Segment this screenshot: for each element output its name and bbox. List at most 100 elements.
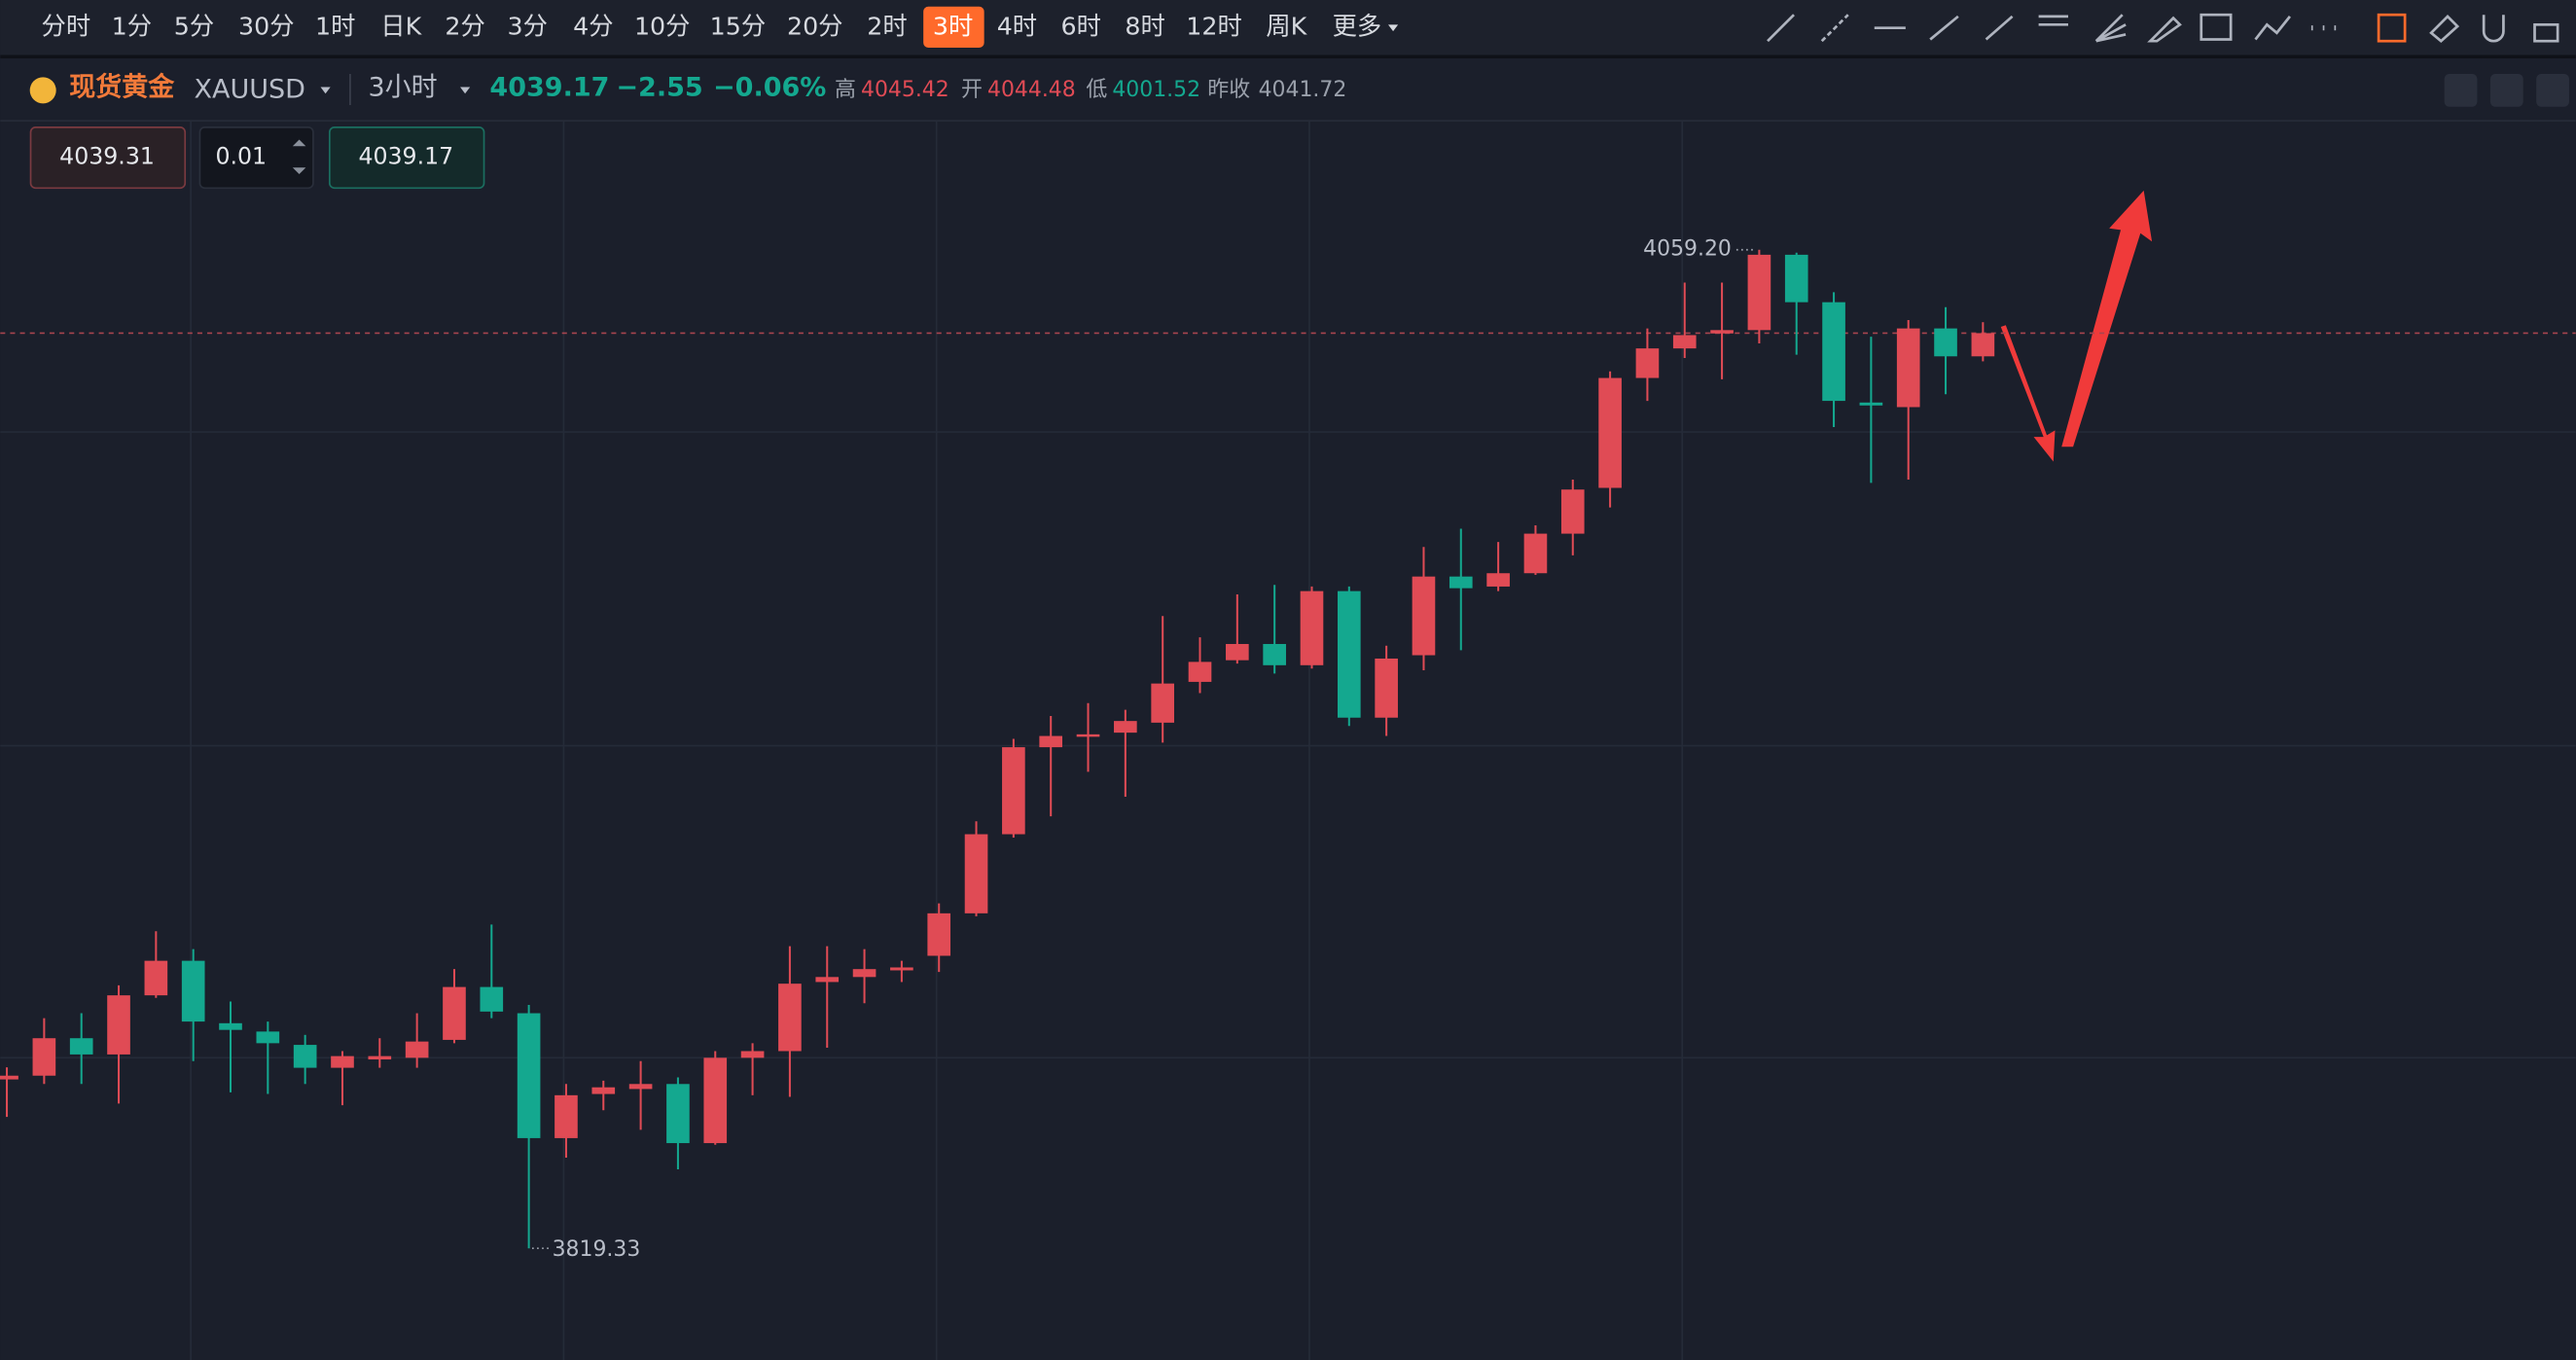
candle-body bbox=[1934, 328, 1957, 357]
interval[interactable]: 15分 bbox=[710, 12, 767, 41]
interval[interactable]: 周K bbox=[1266, 12, 1307, 41]
interval[interactable]: 分时 bbox=[42, 12, 91, 41]
candle-body bbox=[964, 834, 988, 913]
stat-value: 4001.52 bbox=[1112, 78, 1200, 102]
last-price: 4039.17 bbox=[489, 73, 609, 103]
change-pct: −0.06% bbox=[713, 73, 826, 103]
tool-button[interactable] bbox=[2536, 73, 2569, 107]
interval[interactable]: 1时 bbox=[315, 12, 355, 41]
stat-label: 高 bbox=[835, 78, 856, 102]
candle-body bbox=[331, 1056, 354, 1068]
tool-icon[interactable] bbox=[2094, 14, 2127, 43]
interval[interactable]: 日K bbox=[380, 12, 422, 41]
candle-body bbox=[1598, 377, 1622, 488]
symbol-name[interactable]: 现货黄金 bbox=[69, 72, 175, 103]
stat-value: 4044.48 bbox=[987, 78, 1076, 102]
tool-button[interactable] bbox=[2444, 73, 2478, 107]
lots-input[interactable] bbox=[198, 126, 314, 190]
candle-body bbox=[0, 1075, 18, 1080]
tool-icon[interactable] bbox=[1929, 15, 1959, 41]
candle-body bbox=[1226, 643, 1249, 661]
symbol-code[interactable]: XAUUSD bbox=[195, 74, 305, 104]
candle-body bbox=[703, 1057, 728, 1144]
stat-value: 4045.42 bbox=[861, 78, 949, 102]
interval[interactable]: 更多 bbox=[1333, 12, 1382, 41]
tool-icon[interactable] bbox=[1767, 14, 1795, 43]
sell-price[interactable]: 4039.31 bbox=[59, 143, 155, 170]
stat-label: 昨收 bbox=[1207, 78, 1250, 102]
candle-body bbox=[591, 1087, 616, 1094]
drawing-tools[interactable] bbox=[1767, 13, 2569, 107]
interval[interactable]: 8时 bbox=[1125, 12, 1164, 41]
interval[interactable]: 4时 bbox=[997, 12, 1037, 41]
candle-body bbox=[1188, 662, 1212, 682]
candle-body bbox=[256, 1031, 280, 1044]
candle-body bbox=[1896, 328, 1920, 408]
interval[interactable]: 12时 bbox=[1186, 12, 1242, 41]
candle-body bbox=[405, 1041, 429, 1058]
interval[interactable]: 3时 bbox=[933, 12, 973, 41]
candle-body bbox=[480, 986, 504, 1012]
candle-body bbox=[181, 960, 205, 1022]
arrow-down bbox=[2000, 325, 2056, 462]
candle-body bbox=[890, 967, 913, 971]
tool-icon[interactable] bbox=[2200, 13, 2233, 41]
period[interactable]: 3小时 bbox=[368, 73, 437, 103]
sell-button[interactable] bbox=[29, 126, 187, 190]
interval[interactable]: 10分 bbox=[634, 12, 691, 41]
candle-body bbox=[443, 986, 466, 1040]
candle-body bbox=[1337, 591, 1361, 718]
interval-active[interactable] bbox=[923, 6, 984, 48]
candle-body bbox=[1747, 254, 1771, 331]
max-label: 4059.20 bbox=[1643, 237, 1732, 262]
interval[interactable]: 20分 bbox=[787, 12, 843, 41]
stat-label: 开 bbox=[961, 78, 983, 102]
dropdown-caret bbox=[1387, 24, 1399, 32]
candle-body bbox=[1859, 402, 1883, 406]
arrow-up bbox=[2061, 190, 2153, 447]
interval[interactable]: 6时 bbox=[1061, 12, 1101, 41]
lots-value[interactable]: 0.01 bbox=[215, 143, 267, 170]
interval[interactable]: 4分 bbox=[573, 12, 613, 41]
buy-button[interactable] bbox=[328, 126, 485, 190]
tool-icon[interactable] bbox=[2429, 14, 2460, 43]
candle-body bbox=[927, 913, 951, 956]
interval[interactable]: 30分 bbox=[238, 12, 295, 41]
candle-body bbox=[1971, 333, 1995, 357]
candle-body bbox=[666, 1084, 690, 1144]
dropdown-caret bbox=[460, 87, 471, 94]
tool-icon[interactable] bbox=[2482, 15, 2505, 43]
tool-icon[interactable] bbox=[2147, 16, 2182, 43]
tool-button[interactable] bbox=[2489, 73, 2523, 107]
candle-body bbox=[1672, 335, 1697, 349]
stat-label: 低 bbox=[1086, 78, 1107, 102]
tool-icon[interactable] bbox=[2533, 22, 2559, 43]
candle-body bbox=[628, 1084, 653, 1090]
interval[interactable]: 2分 bbox=[445, 12, 484, 41]
tool-icon[interactable] bbox=[2254, 16, 2291, 41]
interval[interactable]: 1分 bbox=[112, 12, 152, 41]
candle-body bbox=[1114, 721, 1137, 734]
candle-body bbox=[1300, 591, 1324, 665]
change: −2.55 bbox=[616, 73, 702, 103]
candle-body bbox=[815, 977, 840, 983]
candle-body bbox=[1002, 747, 1025, 835]
tool-icon[interactable] bbox=[2377, 13, 2407, 43]
candle-body bbox=[852, 969, 877, 978]
buy-price[interactable]: 4039.17 bbox=[358, 143, 453, 170]
interval[interactable]: 2时 bbox=[867, 12, 907, 41]
tool-icon[interactable] bbox=[1820, 14, 1849, 43]
candle-body bbox=[1486, 573, 1510, 587]
candle-body bbox=[1560, 489, 1585, 534]
symbol-icon bbox=[29, 77, 56, 104]
candle-body bbox=[32, 1038, 56, 1076]
grid bbox=[0, 121, 2576, 1360]
candle-body bbox=[1710, 330, 1734, 334]
candle-body bbox=[740, 1051, 765, 1058]
tool-icon[interactable] bbox=[1985, 15, 2014, 41]
candle-body bbox=[107, 995, 130, 1055]
interval[interactable]: 3分 bbox=[508, 12, 548, 41]
candle-body bbox=[1635, 348, 1660, 378]
interval[interactable]: 5分 bbox=[174, 12, 214, 41]
candle-body bbox=[1375, 658, 1398, 718]
